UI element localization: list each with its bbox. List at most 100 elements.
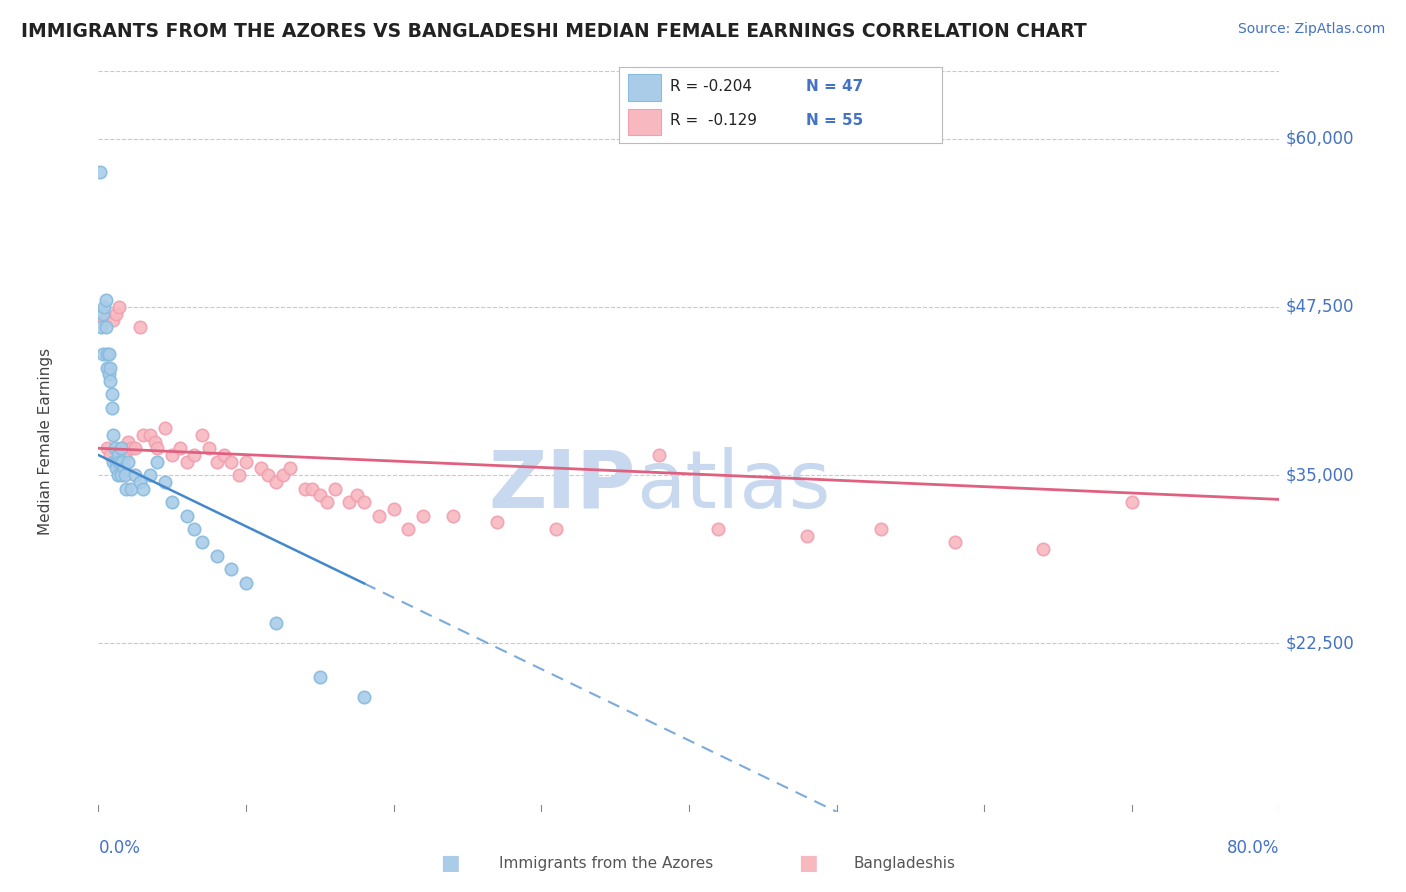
Point [221, 455, 243, 469]
Point [183, 448, 205, 462]
Point [98, 374, 121, 388]
Text: IMMIGRANTS FROM THE AZORES VS BANGLADESHI MEDIAN FEMALE EARNINGS CORRELATION CHA: IMMIGRANTS FROM THE AZORES VS BANGLADESH… [21, 22, 1087, 41]
Point [114, 468, 136, 483]
Point [309, 670, 332, 684]
Point [205, 455, 228, 469]
Point [346, 488, 368, 502]
Point [105, 307, 128, 321]
Point [111, 442, 134, 456]
Point [339, 495, 361, 509]
Point [153, 475, 176, 489]
Point [176, 508, 198, 523]
Point [98, 448, 121, 462]
Text: atlas: atlas [636, 447, 830, 525]
Text: ZIP: ZIP [488, 447, 636, 525]
Point [264, 616, 287, 631]
Point [412, 508, 434, 523]
Point [97, 368, 120, 382]
Point [105, 455, 128, 469]
Point [128, 320, 150, 334]
Point [264, 475, 287, 489]
Point [796, 529, 818, 543]
Point [132, 427, 155, 442]
Text: ■: ■ [799, 854, 818, 873]
Point [108, 300, 131, 314]
Point [112, 461, 135, 475]
Point [108, 455, 131, 469]
Point [176, 455, 198, 469]
Text: 0.0%: 0.0% [98, 838, 141, 856]
Point [162, 495, 183, 509]
Point [235, 575, 257, 590]
Point [96, 347, 118, 361]
Text: R = -0.204: R = -0.204 [671, 79, 752, 95]
Text: $47,500: $47,500 [1285, 298, 1354, 316]
Text: 80.0%: 80.0% [1227, 838, 1279, 856]
Point [271, 468, 294, 483]
Point [146, 442, 169, 456]
Point [228, 468, 250, 483]
Point [280, 461, 302, 475]
Point [1121, 495, 1143, 509]
Point [648, 448, 671, 462]
Point [94, 293, 117, 308]
Text: N = 55: N = 55 [806, 113, 863, 128]
Point [100, 401, 122, 415]
Point [146, 455, 169, 469]
Point [111, 455, 134, 469]
Point [103, 455, 125, 469]
Point [110, 442, 132, 456]
Point [183, 522, 205, 536]
Point [120, 482, 142, 496]
Point [257, 468, 280, 483]
Point [93, 313, 115, 327]
Point [143, 434, 166, 449]
Point [353, 495, 375, 509]
Point [103, 313, 125, 327]
Point [117, 455, 139, 469]
Point [107, 448, 129, 462]
Point [98, 360, 121, 375]
Text: Immigrants from the Azores: Immigrants from the Azores [499, 856, 713, 871]
Point [139, 468, 162, 483]
Point [89, 165, 111, 179]
Point [97, 347, 120, 361]
Bar [628, 75, 661, 101]
Point [398, 522, 420, 536]
Point [124, 468, 146, 483]
Bar [628, 109, 661, 136]
Point [153, 421, 176, 435]
Point [353, 690, 375, 705]
Point [132, 482, 155, 496]
Point [309, 488, 332, 502]
Point [316, 495, 339, 509]
Point [124, 442, 146, 456]
Point [212, 448, 235, 462]
Text: Bangladeshis: Bangladeshis [853, 856, 956, 871]
Point [105, 461, 128, 475]
Point [115, 482, 138, 496]
Point [943, 535, 966, 549]
Point [294, 482, 316, 496]
Point [198, 442, 221, 456]
Point [90, 320, 112, 334]
Point [94, 320, 117, 334]
Point [191, 535, 214, 549]
Point [100, 387, 122, 401]
Point [221, 562, 243, 576]
Text: R =  -0.129: R = -0.129 [671, 113, 758, 128]
Point [1032, 542, 1054, 557]
Point [250, 461, 273, 475]
Point [441, 508, 464, 523]
Point [235, 455, 257, 469]
Point [139, 427, 162, 442]
Point [96, 442, 118, 456]
Point [382, 501, 405, 516]
Point [870, 522, 893, 536]
Point [110, 468, 132, 483]
Point [117, 434, 139, 449]
Text: Source: ZipAtlas.com: Source: ZipAtlas.com [1237, 22, 1385, 37]
Point [191, 427, 214, 442]
Text: $35,000: $35,000 [1285, 467, 1354, 484]
Point [301, 482, 323, 496]
